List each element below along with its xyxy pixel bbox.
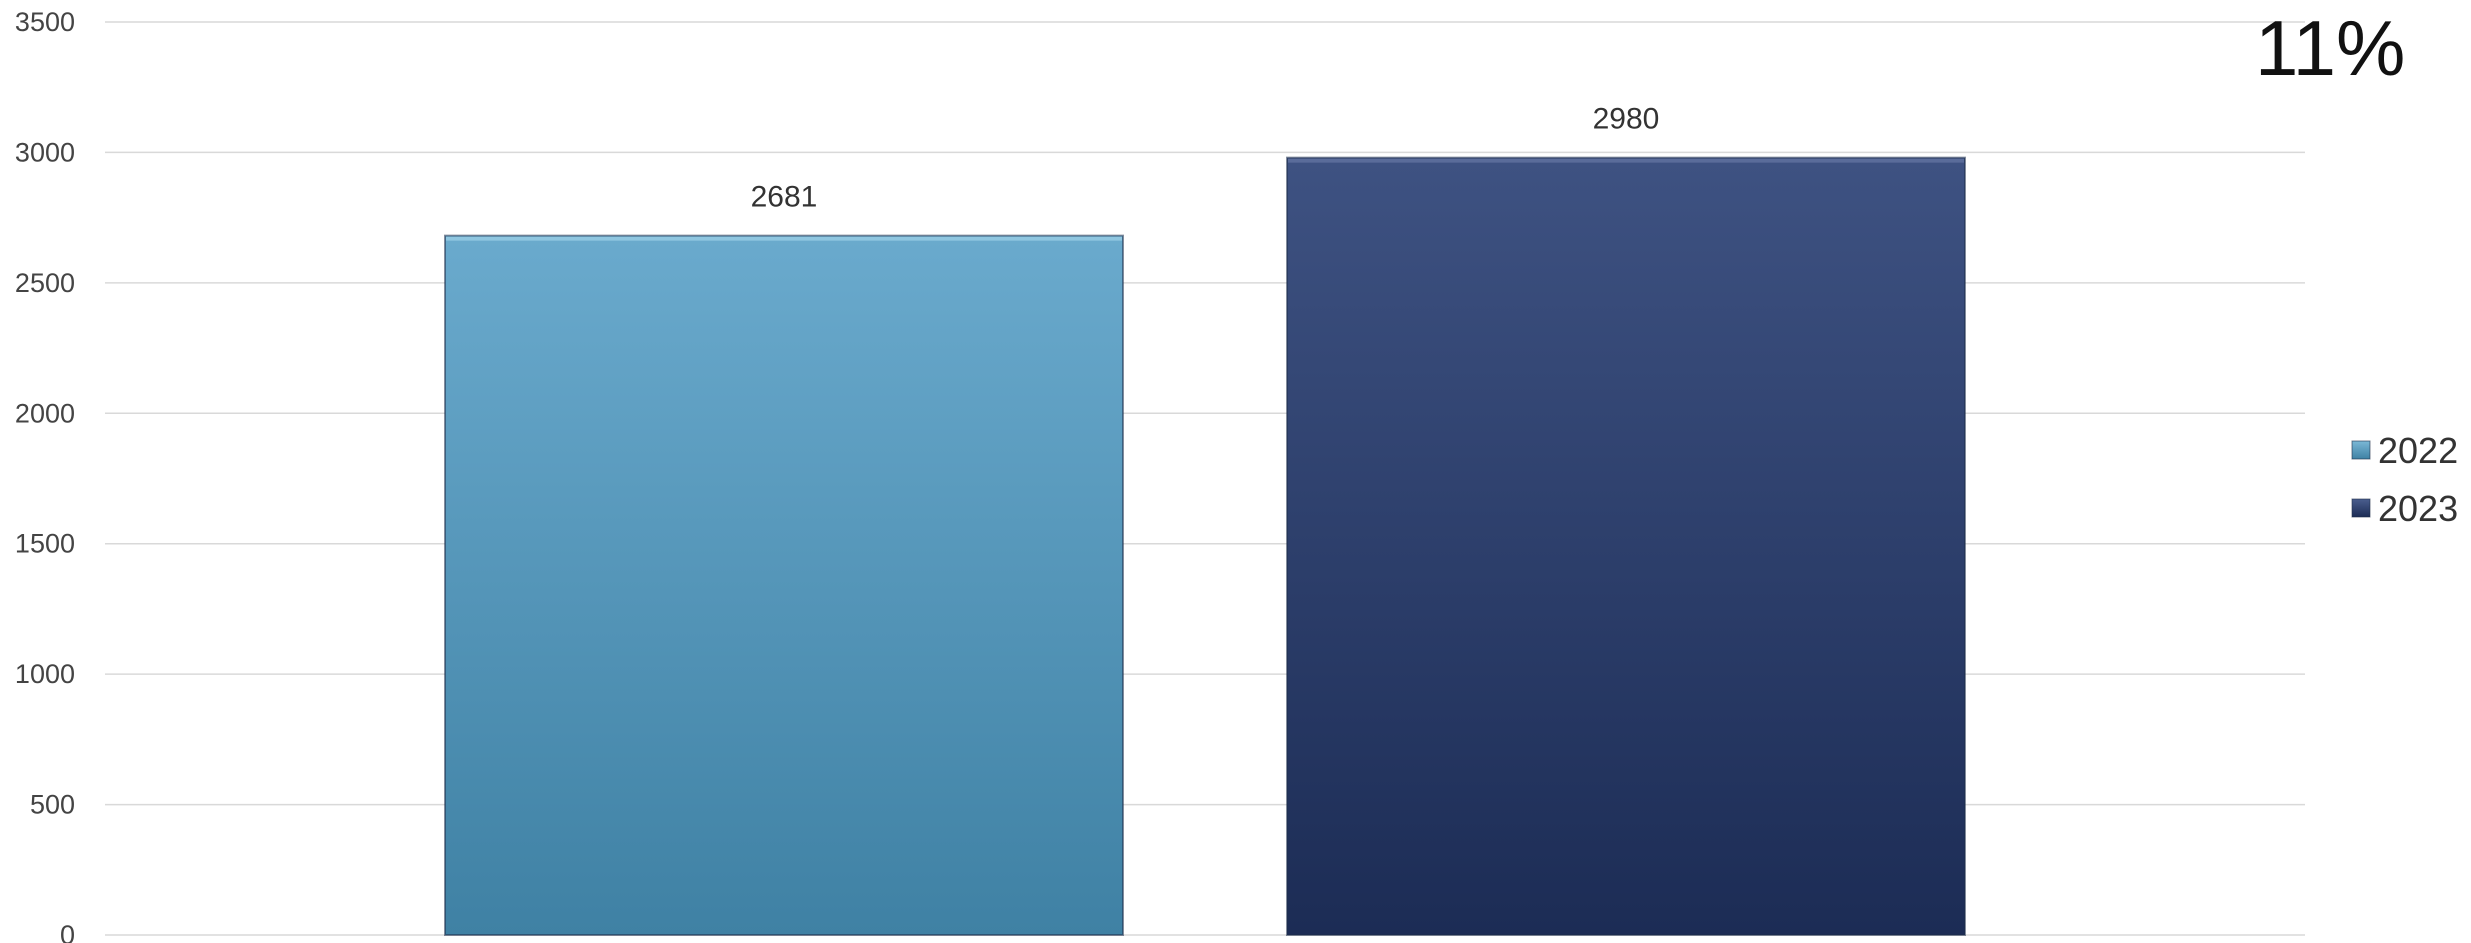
- bar-2023: [1286, 156, 1966, 937]
- y-tick-label: 0: [60, 920, 75, 943]
- data-label-2022: 2681: [751, 181, 818, 214]
- y-tick-label: 500: [30, 790, 75, 820]
- bar-top-highlight-2022: [446, 236, 1122, 241]
- legend-label-2022: 2022: [2378, 430, 2458, 471]
- legend-swatch-2022: [2351, 440, 2371, 460]
- y-tick-label: 3000: [15, 137, 75, 167]
- y-tick-label: 1500: [15, 529, 75, 559]
- y-tick-label: 2500: [15, 268, 75, 298]
- y-tick-label: 1000: [15, 659, 75, 689]
- legend-swatch-2023: [2351, 498, 2371, 518]
- legend-label-2023: 2023: [2378, 488, 2458, 529]
- data-label-2023: 2980: [1593, 103, 1660, 136]
- y-tick-label: 2000: [15, 398, 75, 428]
- bar-top-highlight-2023: [1288, 158, 1964, 163]
- y-tick-label: 3500: [15, 7, 75, 37]
- bar-2022: [444, 234, 1124, 936]
- percent-change-annotation: 11%: [2255, 4, 2405, 92]
- legend: 2022 2023: [2351, 430, 2458, 529]
